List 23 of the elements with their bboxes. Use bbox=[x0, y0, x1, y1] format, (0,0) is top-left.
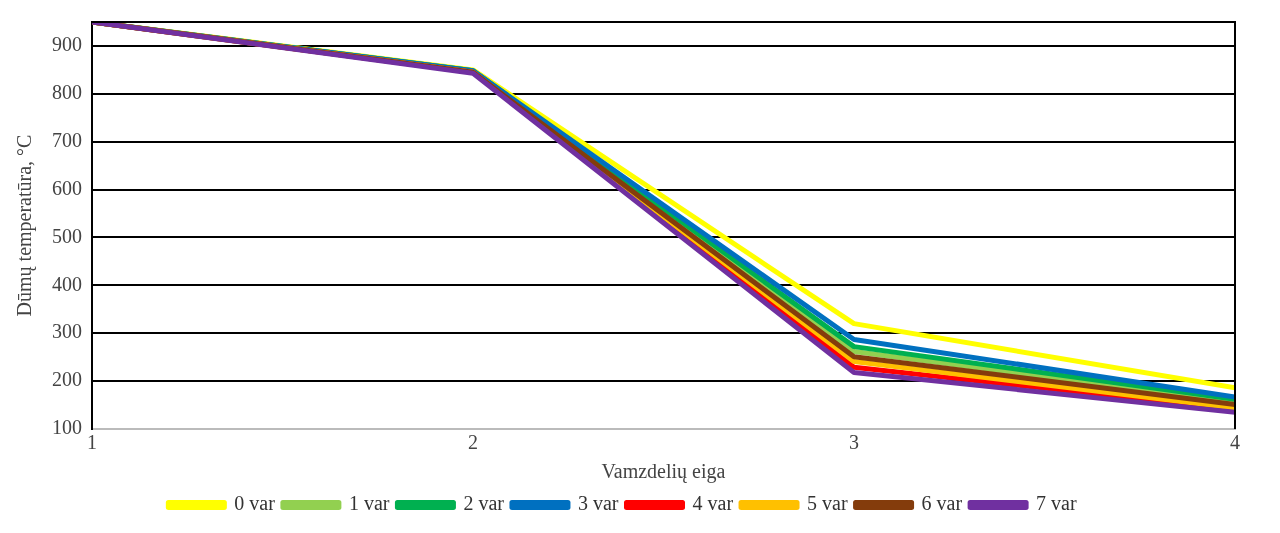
legend-label: 1 var bbox=[348, 492, 390, 515]
legend-label: 4 var bbox=[692, 492, 734, 515]
y-tick-label: 600 bbox=[52, 176, 82, 199]
y-tick-label: 700 bbox=[52, 128, 82, 151]
x-tick-label: 2 bbox=[468, 431, 478, 454]
legend-label: 5 var bbox=[807, 492, 848, 515]
y-tick-label: 400 bbox=[52, 272, 82, 295]
y-tick-label: 100 bbox=[52, 416, 82, 439]
y-tick-label: 500 bbox=[52, 224, 82, 247]
legend-label: 7 var bbox=[1036, 492, 1077, 515]
y-tick-label: 200 bbox=[52, 368, 82, 391]
x-tick-label: 3 bbox=[849, 431, 859, 454]
legend-label: 0 var bbox=[234, 492, 276, 515]
y-tick-label: 900 bbox=[52, 33, 82, 56]
y-tick-label: 800 bbox=[52, 81, 82, 104]
legend-label: 6 var bbox=[921, 492, 963, 515]
y-axis-title: Dūmų temperatūra, °C bbox=[13, 134, 37, 317]
x-tick-label: 1 bbox=[87, 431, 97, 454]
legend-label: 3 var bbox=[577, 492, 619, 515]
y-tick-label: 300 bbox=[52, 320, 82, 343]
x-tick-label: 4 bbox=[1230, 431, 1240, 454]
x-axis-title: Vamzdelių eiga bbox=[601, 460, 726, 484]
legend-label: 2 var bbox=[463, 492, 505, 515]
